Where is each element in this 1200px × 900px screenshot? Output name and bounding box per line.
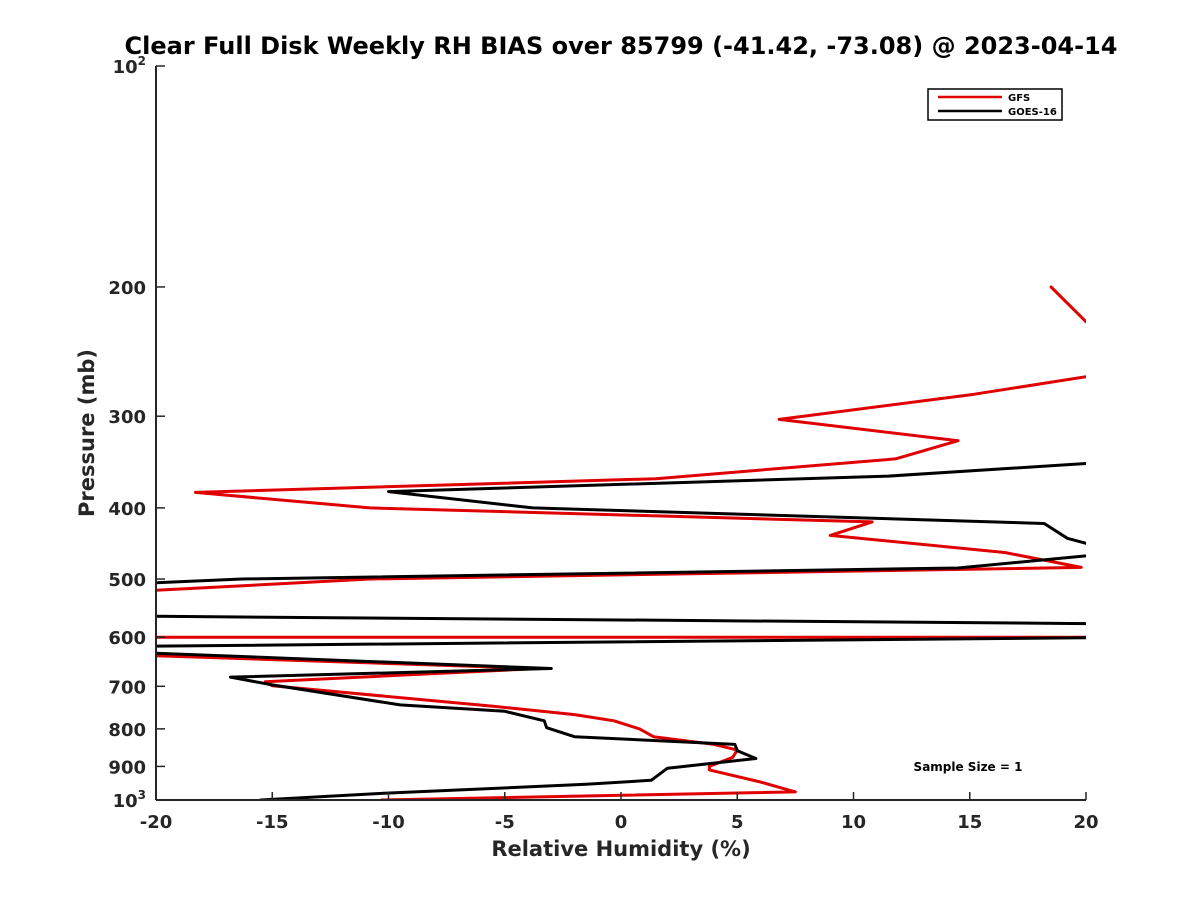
series-line-goes16 [156, 651, 758, 800]
y-axis-label: Pressure (mb) [75, 349, 99, 517]
series-line-goes16 [156, 554, 1086, 585]
series-line-goes16 [156, 614, 1086, 626]
y-tick-label: 500 [108, 570, 146, 591]
legend-label-gfs: GFS [1008, 93, 1030, 104]
series-line-gfs [1049, 285, 1086, 324]
x-tick-label: 15 [957, 812, 982, 833]
x-tick-label: 5 [731, 812, 744, 833]
series-layer [156, 285, 1086, 800]
legend-label-goes16: GOES-16 [1008, 107, 1057, 118]
y-tick-label: 900 [108, 757, 146, 778]
series-line-goes16 [156, 636, 1086, 648]
y-tick-label: 300 [108, 407, 146, 428]
x-tick-label: 0 [615, 812, 628, 833]
y-tick-label: 103 [113, 788, 146, 812]
y-ticks: 102 200 300 400 500 600 700 800 900 103 [108, 54, 165, 812]
sample-size-annotation: Sample Size = 1 [914, 760, 1023, 774]
x-tick-label: -5 [495, 812, 515, 833]
y-tick-label: 400 [108, 499, 146, 520]
x-tick-label: -15 [256, 812, 289, 833]
chart-title: Clear Full Disk Weekly RH BIAS over 8579… [125, 32, 1118, 60]
y-tick-label: 700 [108, 677, 146, 698]
x-tick-label: -20 [140, 812, 173, 833]
series-line-gfs [156, 375, 1086, 592]
x-tick-label: -10 [372, 812, 405, 833]
x-tick-label: 20 [1073, 812, 1098, 833]
series-line-goes16 [387, 462, 1086, 545]
x-tick-label: 10 [841, 812, 866, 833]
y-tick-label: 800 [108, 720, 146, 741]
legend-box [927, 88, 1063, 121]
x-ticks: -20 -15 -10 -5 0 5 10 15 20 [140, 792, 1099, 833]
y-tick-label: 200 [108, 278, 146, 299]
y-tick-label: 102 [113, 54, 146, 78]
x-axis-label: Relative Humidity (%) [491, 837, 750, 861]
legend: GFS GOES-16 [927, 88, 1063, 121]
y-tick-label: 600 [108, 628, 146, 649]
